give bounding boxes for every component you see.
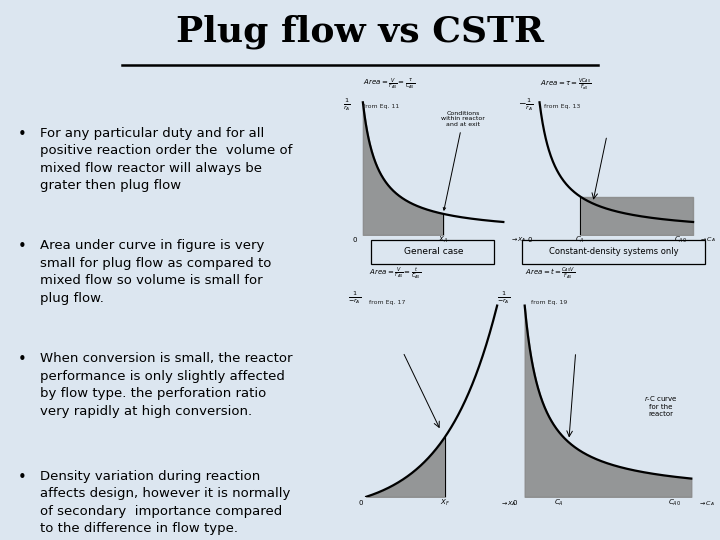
Text: $C_{A0}$: $C_{A0}$ [667,498,681,508]
Text: •: • [18,126,27,141]
Text: $C_A$: $C_A$ [554,498,564,508]
Text: $C_{A0}$: $C_{A0}$ [674,234,687,245]
Text: $\rightarrow X_A$: $\rightarrow X_A$ [500,499,516,508]
Text: $\frac{1}{-r_A}$: $\frac{1}{-r_A}$ [498,289,510,307]
Text: For any particular duty and for all
positive reaction order the  volume of
mixed: For any particular duty and for all posi… [40,126,292,192]
Text: Constant-density systems only: Constant-density systems only [549,247,679,256]
Text: $X_F$: $X_F$ [440,498,450,508]
Text: 0: 0 [359,500,363,506]
Text: $\rightarrow C_A$: $\rightarrow C_A$ [699,235,716,245]
Bar [522,240,706,264]
Text: •: • [18,469,27,484]
Text: $\frac{1}{r_A}$: $\frac{1}{r_A}$ [343,96,351,113]
Text: 0: 0 [512,500,517,506]
Text: from Eq. 17: from Eq. 17 [369,300,405,305]
Text: $\frac{1}{-r_A}$: $\frac{1}{-r_A}$ [348,289,361,307]
Text: Area under curve in figure is very
small for plug flow as compared to
mixed flow: Area under curve in figure is very small… [40,239,271,305]
Bar [371,240,494,264]
Text: $Area=\frac{V}{F_{A0}}=\frac{t}{\bar{C}_{A0}}$: $Area=\frac{V}{F_{A0}}=\frac{t}{\bar{C}_… [369,266,421,281]
Text: $C_A$: $C_A$ [575,234,585,245]
Text: $Area=\frac{V}{F_{A0}}=\frac{\tau}{C_{A0}}$: $Area=\frac{V}{F_{A0}}=\frac{\tau}{C_{A0… [363,77,415,92]
Text: When conversion is small, the reactor
performance is only slightly affected
by f: When conversion is small, the reactor pe… [40,352,292,417]
Text: •: • [18,352,27,367]
Text: Plug flow vs CSTR: Plug flow vs CSTR [176,15,544,49]
Text: Conditions
within reactor
and at exit: Conditions within reactor and at exit [441,111,485,210]
Text: from Eq. 11: from Eq. 11 [363,104,399,109]
Text: 0: 0 [352,237,356,242]
Text: $X_A$: $X_A$ [438,234,448,245]
Text: $Area=\tau=\frac{VC_{A0}}{F_{a0}}$: $Area=\tau=\frac{VC_{A0}}{F_{a0}}$ [539,76,591,92]
Text: $\rightarrow C_A$: $\rightarrow C_A$ [698,499,715,508]
Text: from Eq. 19: from Eq. 19 [531,300,568,305]
Text: •: • [18,239,27,254]
Text: $\rightarrow X_A$: $\rightarrow X_A$ [510,235,527,245]
Text: General case: General case [404,247,464,256]
Text: 0: 0 [528,237,532,242]
Text: $r$-C curve
for the
reactor: $r$-C curve for the reactor [644,394,678,417]
Text: from Eq. 13: from Eq. 13 [544,104,580,109]
Text: $-\frac{1}{r_A}$: $-\frac{1}{r_A}$ [518,96,533,113]
Text: Density variation during reaction
affects design, however it is normally
of seco: Density variation during reaction affect… [40,469,290,535]
Text: $Area=t=\frac{C_{A0}V}{F_{A0}}$: $Area=t=\frac{C_{A0}V}{F_{A0}}$ [525,266,575,281]
